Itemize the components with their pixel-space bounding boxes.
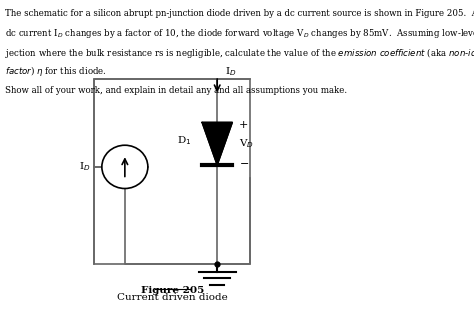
Text: Figure 205: Figure 205 bbox=[141, 286, 204, 295]
Text: Current driven diode: Current driven diode bbox=[117, 292, 228, 301]
Bar bbox=[94, 79, 250, 264]
Text: V$_D$: V$_D$ bbox=[239, 137, 254, 150]
Text: dc current I$_D$ changes by a factor of 10, the diode forward voltage V$_D$ chan: dc current I$_D$ changes by a factor of … bbox=[5, 28, 474, 40]
Text: $\mathit{factor}$) $\eta$ for this diode.: $\mathit{factor}$) $\eta$ for this diode… bbox=[5, 64, 107, 78]
Polygon shape bbox=[202, 122, 232, 165]
Text: D$_1$: D$_1$ bbox=[177, 134, 192, 147]
Circle shape bbox=[102, 145, 148, 188]
Text: I$_D$: I$_D$ bbox=[225, 65, 236, 78]
Text: $-$: $-$ bbox=[239, 157, 249, 167]
Text: Show all of your work, and explain in detail any and all assumptions you make.: Show all of your work, and explain in de… bbox=[5, 86, 347, 95]
Text: The schematic for a silicon abrupt pn-junction diode driven by a dc current sour: The schematic for a silicon abrupt pn-ju… bbox=[5, 9, 474, 18]
Text: +: + bbox=[239, 120, 248, 131]
Text: I$_D$: I$_D$ bbox=[79, 160, 90, 173]
Text: jection where the bulk resistance rs is negligible, calculate the value of the $: jection where the bulk resistance rs is … bbox=[5, 46, 474, 60]
